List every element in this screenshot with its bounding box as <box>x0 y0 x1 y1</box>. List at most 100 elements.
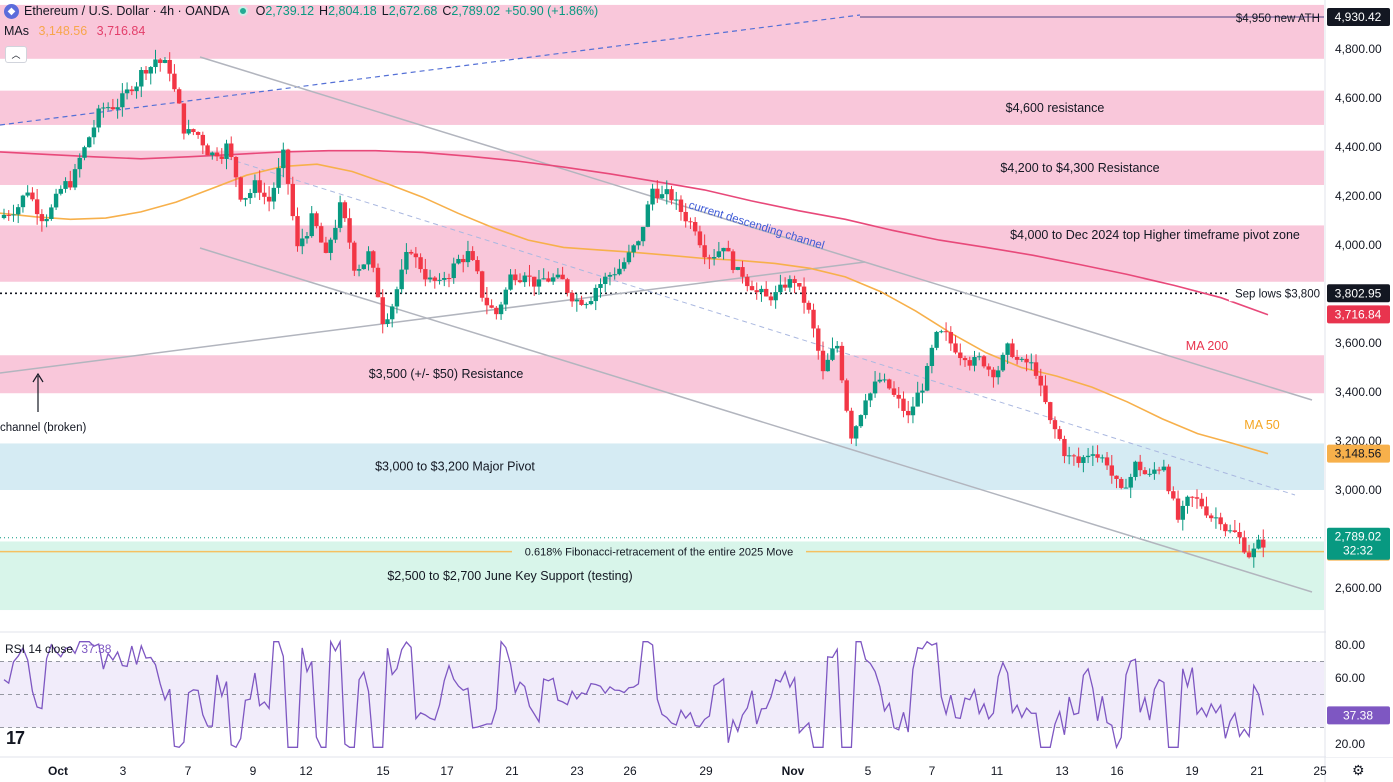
zone-label-june-support: $2,500 to $2,700 June Key Support (testi… <box>387 569 632 583</box>
candle-body <box>858 415 864 427</box>
time-label: 16 <box>1110 764 1124 778</box>
candle-body <box>593 287 598 302</box>
candle-body <box>640 226 646 242</box>
candle-body <box>352 242 357 271</box>
candle-body <box>205 145 210 156</box>
candle-body <box>1090 454 1096 456</box>
candle-body <box>375 267 381 298</box>
candle-body <box>669 189 674 201</box>
candle-body <box>1137 461 1143 471</box>
candle-body <box>479 271 485 298</box>
candle-body <box>574 299 580 302</box>
candle-body <box>295 216 300 247</box>
candle-body <box>323 242 329 253</box>
candle-body <box>891 388 897 395</box>
candle-body <box>72 169 78 188</box>
candle-body <box>711 257 717 259</box>
candle-body <box>1066 455 1072 457</box>
candle-body <box>20 195 26 208</box>
candle-body <box>1161 466 1167 471</box>
time-label: 5 <box>865 764 872 778</box>
time-axis[interactable]: Oct 3 7 9 12 15 17 21 23 26 29 Nov 5 7 11 13 16 19 21 25 <box>48 764 1327 778</box>
ma50-line <box>0 163 1269 455</box>
candle-body <box>181 103 187 134</box>
candle-body <box>342 202 348 219</box>
candle-body <box>1076 456 1081 463</box>
candle-body <box>513 274 518 281</box>
zone-ath-zone <box>0 4 1324 59</box>
time-label: 15 <box>376 764 390 778</box>
candle-body <box>588 301 594 305</box>
candle-body <box>1014 356 1020 360</box>
candle-body <box>229 143 234 157</box>
time-label: 26 <box>623 764 637 778</box>
candle-body <box>494 307 499 315</box>
price-tick: 3,400.00 <box>1335 385 1382 399</box>
candle-body <box>726 247 731 252</box>
candle-body <box>115 107 120 110</box>
candle-body <box>948 332 954 344</box>
zone-label-resistance-4600: $4,600 resistance <box>1006 101 1105 115</box>
candle-body <box>318 226 324 243</box>
price-badge-bg <box>1327 8 1390 27</box>
candle-body <box>607 274 613 277</box>
candle-body <box>451 263 456 279</box>
price-badge: 3,148.56 <box>1335 447 1382 461</box>
candle-body <box>1100 457 1105 459</box>
trendlines-layer <box>0 14 1324 593</box>
candle-body <box>816 328 821 351</box>
candle-body <box>868 393 873 401</box>
candle-body <box>11 214 16 216</box>
candle-body <box>555 274 561 278</box>
candle-body <box>82 147 87 158</box>
candles-layer <box>1 49 1266 568</box>
candle-body <box>749 286 755 291</box>
candle-body <box>1029 362 1034 364</box>
candle-body <box>91 127 97 138</box>
candle-body <box>281 149 286 169</box>
candle-body <box>991 369 996 378</box>
time-label: 12 <box>299 764 313 778</box>
gear-icon[interactable]: ⚙ <box>1352 762 1365 778</box>
current-price: 2,789.02 <box>1335 530 1382 544</box>
candle-body <box>901 398 906 411</box>
price-badge: 3,802.95 <box>1335 286 1382 300</box>
candle-body <box>626 252 632 263</box>
price-badge-bg <box>1327 444 1390 463</box>
price-tick: 3,600.00 <box>1335 336 1382 350</box>
candle-body <box>484 297 490 306</box>
candle-body <box>1119 478 1124 488</box>
candle-body <box>413 253 419 258</box>
ma50-value: 3,148.56 <box>38 24 88 38</box>
candle-body <box>337 202 343 228</box>
candle-body <box>683 211 688 222</box>
rsi-legend[interactable]: RSI 14 close 37.38 <box>5 642 111 656</box>
chevron-up-icon: ︿ <box>11 50 21 60</box>
candle-body <box>778 284 783 293</box>
candle-body <box>621 262 627 269</box>
candle-body <box>328 239 333 253</box>
channel-bottom-line <box>199 247 1313 593</box>
candle-body <box>877 379 883 382</box>
price-axis-bg <box>1326 0 1393 757</box>
candle-body <box>1095 454 1100 458</box>
collapse-legend-button[interactable]: ︿ <box>5 46 27 63</box>
candle-body <box>1199 498 1204 507</box>
price-axis[interactable]: 4,800.00 4,600.00 4,400.00 4,200.00 4,000.00… <box>1326 0 1393 757</box>
market-status-icon[interactable] <box>237 6 248 16</box>
ma-legend[interactable]: MAs 3,148.56 3,716.84 <box>4 24 145 38</box>
time-label: 23 <box>570 764 584 778</box>
candle-body <box>915 392 920 407</box>
candle-body <box>432 277 438 281</box>
candle-body <box>598 284 603 288</box>
time-label: 9 <box>250 764 257 778</box>
candle-body <box>314 213 319 227</box>
candle-body <box>659 194 665 199</box>
candle-body <box>347 218 352 243</box>
rsi-tick: 60.00 <box>1335 671 1365 685</box>
price-badge-bg <box>1327 284 1390 303</box>
tradingview-logo-icon[interactable]: 17 <box>6 728 25 748</box>
rsi-badge: 37.38 <box>1343 708 1373 722</box>
symbol-title[interactable]: Ethereum / U.S. Dollar · 4h · OANDA <box>24 4 230 18</box>
